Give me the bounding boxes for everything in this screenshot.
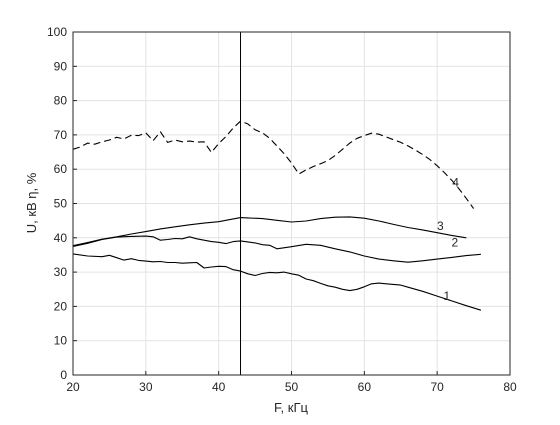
series-group	[72, 120, 482, 311]
axis-ticks: 20 30 40 50 60 70 80 0 10 20 30 40 50 60 70 80 90 100	[47, 25, 517, 394]
series-line-1	[72, 253, 482, 311]
y-tick-label: 100	[47, 25, 67, 39]
y-tick-label: 50	[54, 197, 68, 211]
x-tick-label: 20	[66, 380, 80, 394]
x-axis-title: F, кГц	[274, 400, 308, 415]
y-tick-label: 10	[54, 334, 68, 348]
y-tick-label: 30	[54, 265, 68, 279]
x-tick-label: 30	[139, 380, 153, 394]
y-tick-label: 90	[54, 59, 68, 73]
x-tick-label: 60	[358, 380, 372, 394]
y-tick-label: 0	[60, 368, 67, 382]
curve-label-3: 3	[437, 219, 444, 233]
series-line-2	[72, 235, 481, 263]
curve-label-4: 4	[452, 176, 459, 190]
series-line-3	[72, 216, 467, 247]
x-tick-label: 80	[503, 380, 517, 394]
x-tick-label: 40	[212, 380, 226, 394]
curve-label-1: 1	[444, 289, 451, 303]
curve-labels: 1 23 4	[437, 176, 459, 304]
x-tick-label: 70	[430, 380, 444, 394]
curve-label-2: 2	[452, 235, 459, 249]
y-tick-label: 20	[54, 299, 68, 313]
y-tick-label: 70	[54, 128, 68, 142]
y-axis-title: U, кВ η, %	[24, 172, 39, 233]
series-line-4	[72, 120, 475, 209]
y-tick-label: 60	[54, 162, 68, 176]
x-tick-label: 50	[285, 380, 299, 394]
y-tick-label: 80	[54, 94, 68, 108]
y-tick-label: 40	[54, 231, 68, 245]
